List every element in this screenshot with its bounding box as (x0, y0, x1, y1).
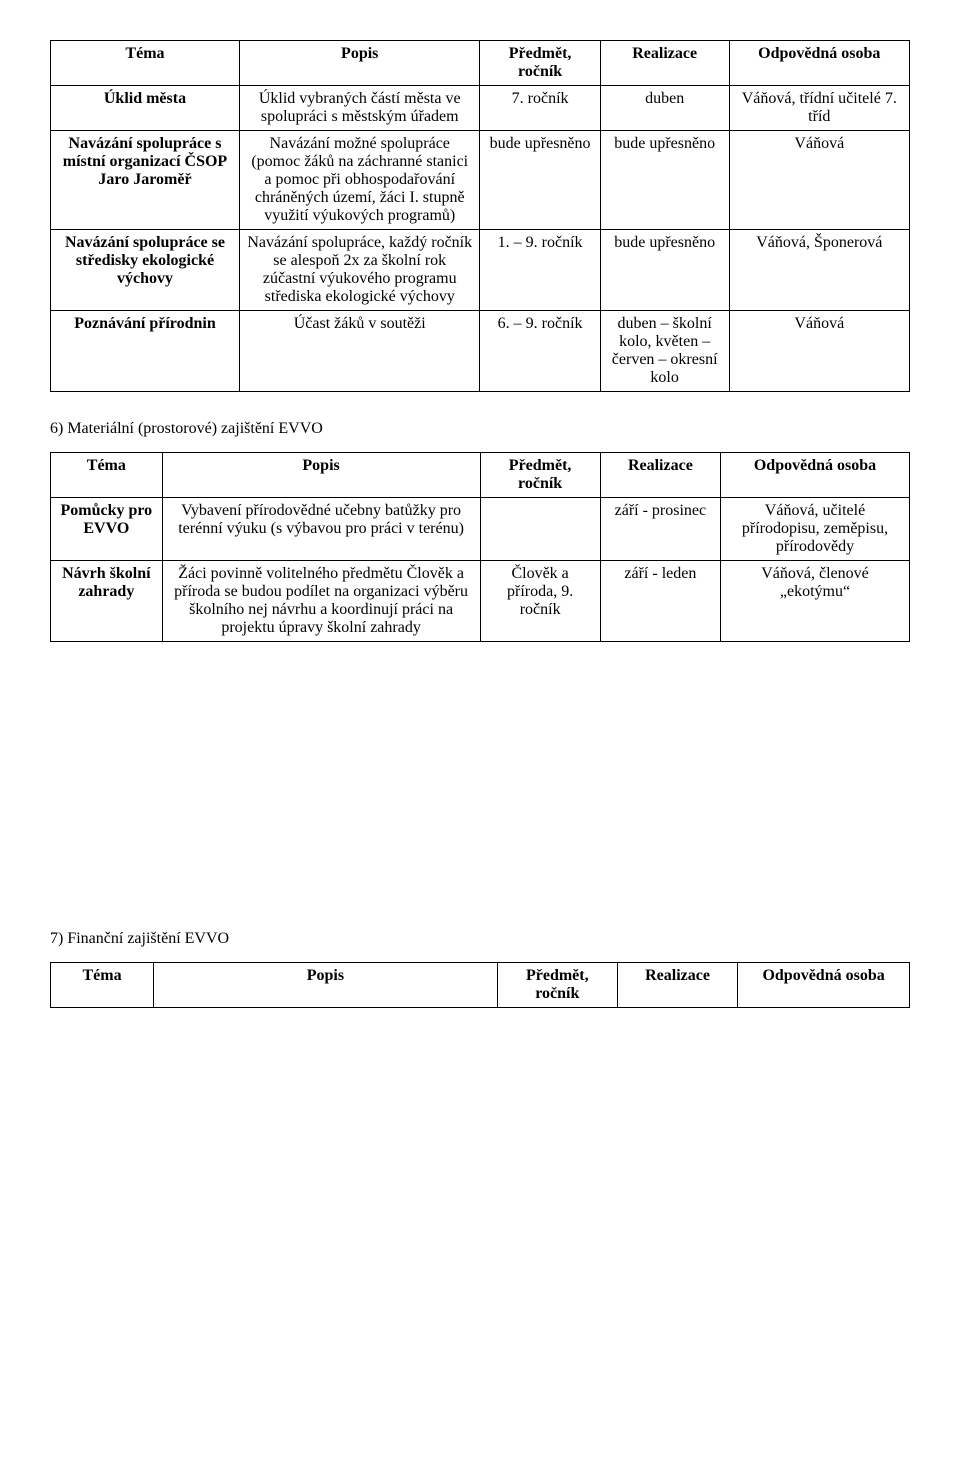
col-odpovedna: Odpovědná osoba (738, 963, 910, 1008)
section-7-heading: 7) Finanční zajištění EVVO (50, 930, 910, 948)
cell-popis: Vybavení přírodovědné učebny batůžky pro… (162, 498, 480, 561)
cell-odpovedna: Váňová, členové „ekotýmu“ (721, 561, 910, 642)
table-row: Úklid města Úklid vybraných částí města … (51, 86, 910, 131)
cell-tema: Pomůcky pro EVVO (51, 498, 163, 561)
col-tema: Téma (51, 41, 240, 86)
table-row: Téma Popis Předmět, ročník Realizace Odp… (51, 453, 910, 498)
cell-popis: Navázání možné spolupráce (pomoc žáků na… (239, 131, 480, 230)
col-odpovedna: Odpovědná osoba (721, 453, 910, 498)
col-realizace: Realizace (600, 453, 720, 498)
cell-odpovedna: Váňová, třídní učitelé 7. tříd (729, 86, 909, 131)
table-row: Navázání spolupráce se středisky ekologi… (51, 230, 910, 311)
cell-odpovedna: Váňová (729, 311, 909, 392)
cell-tema: Navázání spolupráce se středisky ekologi… (51, 230, 240, 311)
cell-popis: Žáci povinně volitelného předmětu Člověk… (162, 561, 480, 642)
table-activities: Téma Popis Předmět, ročník Realizace Odp… (50, 40, 910, 392)
col-popis: Popis (154, 963, 498, 1008)
col-tema: Téma (51, 963, 154, 1008)
cell-predmet: 7. ročník (480, 86, 600, 131)
cell-predmet: bude upřesněno (480, 131, 600, 230)
cell-tema: Návrh školní zahrady (51, 561, 163, 642)
col-tema: Téma (51, 453, 163, 498)
cell-tema: Navázání spolupráce s místní organizací … (51, 131, 240, 230)
cell-odpovedna: Váňová, učitelé přírodopisu, zeměpisu, p… (721, 498, 910, 561)
col-odpovedna: Odpovědná osoba (729, 41, 909, 86)
col-realizace: Realizace (600, 41, 729, 86)
cell-predmet: Člověk a příroda, 9. ročník (480, 561, 600, 642)
cell-odpovedna: Váňová (729, 131, 909, 230)
table-row: Téma Popis Předmět, ročník Realizace Odp… (51, 963, 910, 1008)
table-row: Návrh školní zahrady Žáci povinně volite… (51, 561, 910, 642)
table-material: Téma Popis Předmět, ročník Realizace Odp… (50, 452, 910, 642)
cell-odpovedna: Váňová, Šponerová (729, 230, 909, 311)
cell-predmet: 1. – 9. ročník (480, 230, 600, 311)
col-predmet: Předmět, ročník (480, 453, 600, 498)
table-row: Pomůcky pro EVVO Vybavení přírodovědné u… (51, 498, 910, 561)
col-popis: Popis (239, 41, 480, 86)
table-row: Téma Popis Předmět, ročník Realizace Odp… (51, 41, 910, 86)
cell-realizace: září - prosinec (600, 498, 720, 561)
col-popis: Popis (162, 453, 480, 498)
cell-predmet: 6. – 9. ročník (480, 311, 600, 392)
cell-tema: Poznávání přírodnin (51, 311, 240, 392)
cell-tema: Úklid města (51, 86, 240, 131)
col-realizace: Realizace (617, 963, 737, 1008)
cell-realizace: bude upřesněno (600, 131, 729, 230)
cell-popis: Úklid vybraných částí města ve spoluprác… (239, 86, 480, 131)
cell-realizace: bude upřesněno (600, 230, 729, 311)
cell-popis: Účast žáků v soutěži (239, 311, 480, 392)
col-predmet: Předmět, ročník (497, 963, 617, 1008)
cell-realizace: září - leden (600, 561, 720, 642)
table-financial: Téma Popis Předmět, ročník Realizace Odp… (50, 962, 910, 1008)
cell-popis: Navázání spolupráce, každý ročník se ale… (239, 230, 480, 311)
cell-predmet (480, 498, 600, 561)
table-row: Navázání spolupráce s místní organizací … (51, 131, 910, 230)
section-6-heading: 6) Materiální (prostorové) zajištění EVV… (50, 420, 910, 438)
col-predmet: Předmět, ročník (480, 41, 600, 86)
cell-realizace: duben – školní kolo, květen – červen – o… (600, 311, 729, 392)
cell-realizace: duben (600, 86, 729, 131)
table-row: Poznávání přírodnin Účast žáků v soutěži… (51, 311, 910, 392)
